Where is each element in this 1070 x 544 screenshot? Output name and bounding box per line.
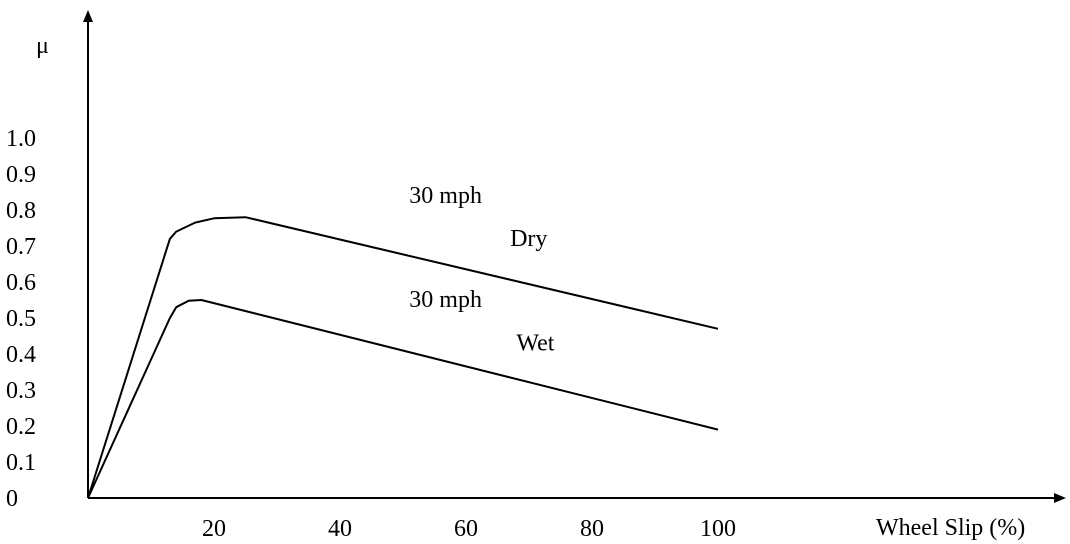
annotation-label: 30 mph (409, 183, 482, 209)
x-tick-label: 40 (328, 516, 352, 542)
series-line-dry (87, 216, 719, 499)
annotations-group: 30 mph Dry 30 mph Wet (409, 183, 554, 357)
y-tick-label: 0.1 (6, 450, 36, 476)
annotation-label: Dry (510, 226, 547, 252)
y-tick-label: 0.3 (6, 378, 36, 404)
x-tick-label: 20 (202, 516, 226, 542)
y-tick-label: 0.4 (6, 342, 36, 368)
y-axis-arrowhead (83, 10, 93, 22)
y-tick-label: 0 (6, 486, 18, 512)
y-tick-label: 0.5 (6, 306, 36, 332)
x-axis-label: Wheel Slip (%) (876, 515, 1025, 541)
y-tick-label: 0.2 (6, 414, 36, 440)
y-tick-label: 0.9 (6, 162, 36, 188)
y-tick-label: 0.8 (6, 198, 36, 224)
x-axis-arrowhead (1054, 493, 1066, 503)
annotation-label: Wet (516, 330, 554, 356)
axes (83, 10, 1066, 503)
y-tick-label: 0.7 (6, 234, 36, 260)
series-line-wet (87, 299, 719, 499)
x-tick-label: 60 (454, 516, 478, 542)
y-axis-label: μ (36, 33, 49, 59)
x-tick-label: 100 (700, 516, 736, 542)
y-tick-label: 1.0 (6, 126, 36, 152)
x-tick-label: 80 (580, 516, 604, 542)
ticks-group: 0 0.1 0.2 0.3 0.4 0.5 0.6 0.7 0.8 0.9 1.0 20 40 60 80 1… (6, 126, 736, 542)
series-group (87, 216, 719, 499)
y-tick-label: 0.6 (6, 270, 36, 296)
annotation-label: 30 mph (409, 287, 482, 313)
